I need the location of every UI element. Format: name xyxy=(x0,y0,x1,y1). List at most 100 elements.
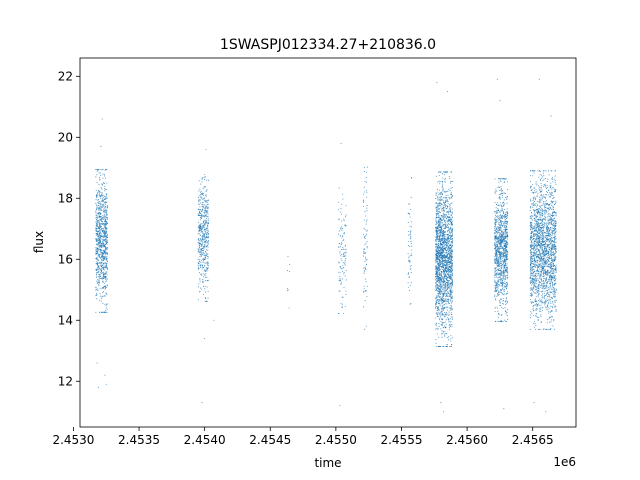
data-point xyxy=(204,245,206,247)
data-point xyxy=(100,195,102,197)
data-point xyxy=(494,290,496,293)
data-point xyxy=(435,238,437,241)
data-point xyxy=(95,277,97,279)
data-point xyxy=(442,177,444,179)
data-point xyxy=(444,201,447,203)
data-point xyxy=(203,227,205,229)
data-point xyxy=(99,230,101,232)
data-point xyxy=(450,270,452,273)
data-point xyxy=(439,204,441,206)
data-point xyxy=(495,256,497,258)
data-point xyxy=(445,218,448,220)
data-point xyxy=(435,345,437,348)
data-point xyxy=(442,216,444,218)
data-point xyxy=(436,222,438,224)
data-point xyxy=(363,269,365,272)
data-point xyxy=(440,206,442,208)
data-point xyxy=(506,292,509,294)
data-point xyxy=(96,219,98,221)
data-point xyxy=(204,212,206,214)
data-point xyxy=(442,268,444,271)
data-point xyxy=(499,219,501,221)
data-point xyxy=(443,174,445,176)
data-point xyxy=(449,282,452,285)
data-point xyxy=(449,208,451,210)
data-point xyxy=(503,199,505,201)
data-point xyxy=(450,207,452,209)
data-point xyxy=(451,326,453,328)
data-point xyxy=(439,181,441,183)
data-point xyxy=(546,319,548,321)
data-point xyxy=(500,257,502,259)
data-point xyxy=(366,219,368,221)
data-point xyxy=(437,279,439,282)
data-point xyxy=(500,194,502,196)
data-point xyxy=(505,282,507,284)
data-point xyxy=(449,318,451,320)
data-point xyxy=(447,190,449,192)
data-point xyxy=(103,257,105,259)
data-point xyxy=(341,237,343,239)
data-point xyxy=(451,238,454,240)
data-point xyxy=(199,251,202,253)
data-point xyxy=(362,205,365,207)
data-point xyxy=(437,248,439,250)
data-point xyxy=(501,286,503,288)
data-point xyxy=(104,211,106,213)
data-point xyxy=(451,337,453,339)
data-point xyxy=(450,254,452,256)
data-point xyxy=(102,241,104,243)
data-point xyxy=(366,229,368,231)
data-point xyxy=(365,190,368,192)
data-point xyxy=(436,243,438,245)
data-point xyxy=(197,248,199,250)
data-point xyxy=(504,264,506,266)
data-point xyxy=(342,253,344,255)
data-point xyxy=(444,316,446,318)
data-point xyxy=(437,225,439,228)
data-point xyxy=(449,265,451,267)
data-point xyxy=(95,214,97,216)
data-point xyxy=(495,217,497,219)
data-point xyxy=(502,300,505,302)
data-point xyxy=(440,316,442,318)
data-point xyxy=(504,267,506,269)
data-point xyxy=(435,251,437,253)
data-point xyxy=(498,217,500,219)
data-point xyxy=(440,193,442,195)
data-point xyxy=(203,248,205,250)
data-point xyxy=(450,180,453,182)
data-point xyxy=(439,222,441,224)
data-point xyxy=(500,198,502,200)
data-point xyxy=(365,290,367,292)
data-point xyxy=(199,219,201,221)
data-point xyxy=(205,276,207,278)
data-point xyxy=(96,193,98,195)
data-point xyxy=(447,284,449,286)
data-point xyxy=(100,205,102,207)
data-point xyxy=(444,330,446,332)
data-point xyxy=(450,257,452,259)
data-point xyxy=(448,250,451,252)
data-point xyxy=(495,261,497,263)
data-point xyxy=(442,345,445,348)
data-point xyxy=(96,293,98,296)
data-point xyxy=(435,213,438,215)
data-point xyxy=(204,247,206,249)
data-point xyxy=(504,240,506,242)
data-point xyxy=(437,245,439,247)
data-point xyxy=(437,296,439,298)
data-point xyxy=(495,204,498,206)
data-point xyxy=(499,288,502,290)
data-point xyxy=(100,207,103,209)
data-point xyxy=(494,191,496,193)
data-point xyxy=(409,284,412,286)
data-point xyxy=(103,226,105,228)
data-point xyxy=(494,269,496,271)
data-point xyxy=(450,241,452,243)
data-point xyxy=(505,286,507,288)
data-point xyxy=(439,296,441,298)
data-point xyxy=(498,293,501,295)
data-point xyxy=(364,211,366,213)
data-point xyxy=(436,81,438,83)
